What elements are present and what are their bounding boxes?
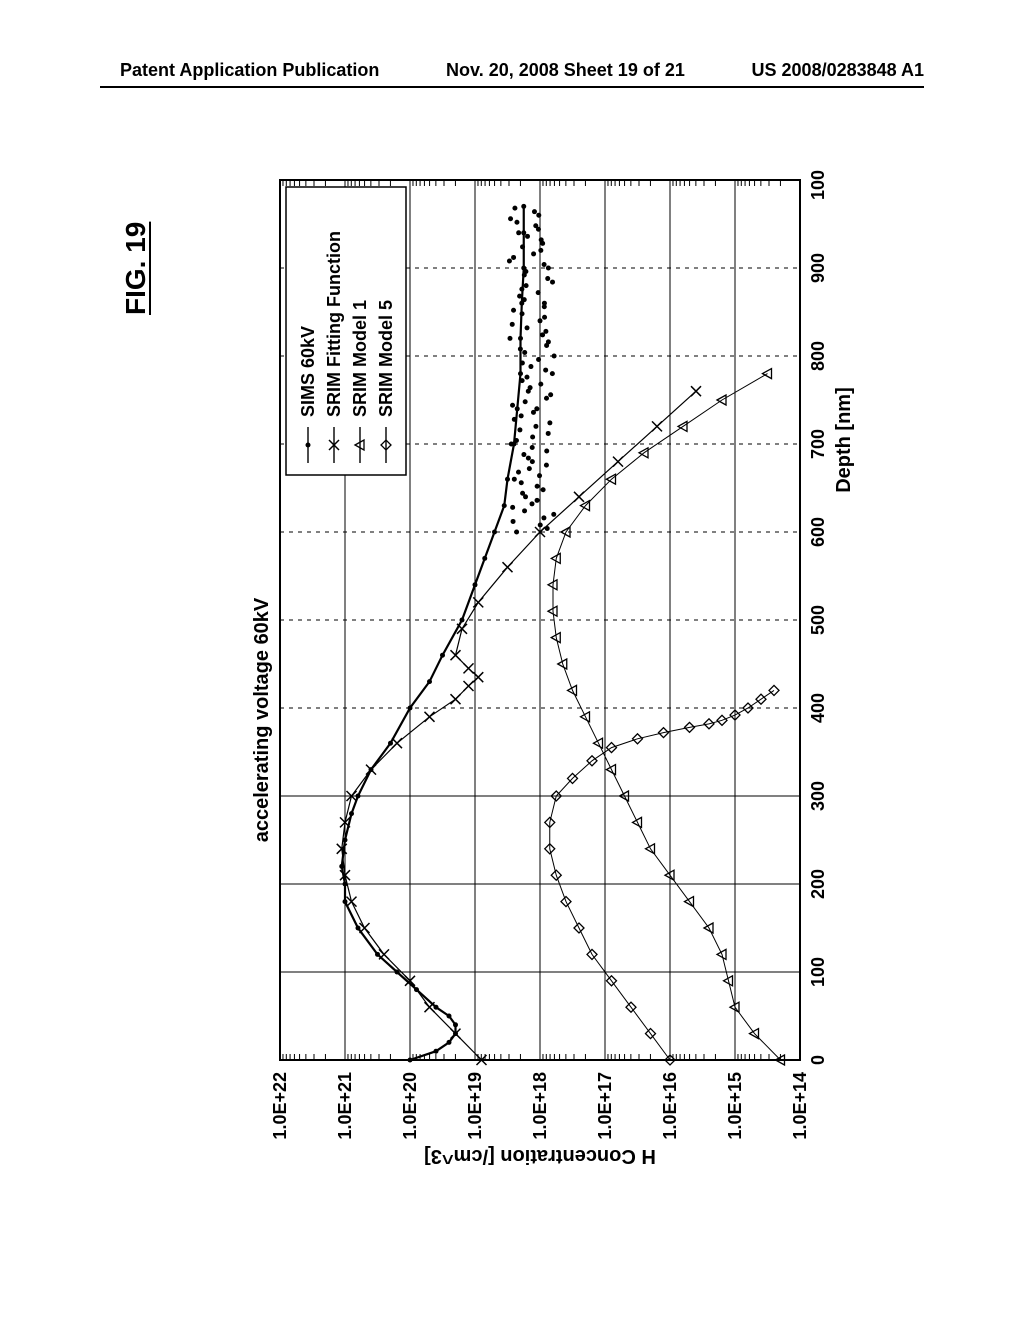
svg-text:400: 400 [808,693,828,723]
svg-text:700: 700 [808,429,828,459]
chart-svg: 0 100 200 300 400 500 600 700 800 900 1000 Depth [n… [200,170,900,1220]
svg-text:1.0E+15: 1.0E+15 [725,1072,745,1140]
svg-text:H Concentration [/cm^3]: H Concentration [/cm^3] [424,1145,656,1167]
header-rule [100,86,924,88]
svg-text:1.0E+21: 1.0E+21 [335,1072,355,1140]
header-center: Nov. 20, 2008 Sheet 19 of 21 [446,60,685,81]
svg-text:SRIM Fitting Function: SRIM Fitting Function [324,231,344,417]
svg-text:100: 100 [808,957,828,987]
svg-text:1000: 1000 [808,170,828,200]
page-header: Patent Application Publication Nov. 20, … [0,60,1024,81]
svg-text:SRIM Model 1: SRIM Model 1 [350,300,370,417]
svg-text:SIMS 60kV: SIMS 60kV [298,326,318,417]
svg-text:800: 800 [808,341,828,371]
svg-text:1.0E+16: 1.0E+16 [660,1072,680,1140]
svg-text:300: 300 [808,781,828,811]
header-right: US 2008/0283848 A1 [752,60,924,81]
svg-text:Depth [nm]: Depth [nm] [833,387,855,493]
chart-container: 0 100 200 300 400 500 600 700 800 900 1000 Depth [n… [200,170,900,1220]
svg-text:accelerating voltage 60kV: accelerating voltage 60kV [251,597,273,842]
figure-label: FIG. 19 [120,222,152,315]
svg-text:1.0E+22: 1.0E+22 [270,1072,290,1140]
svg-text:1.0E+17: 1.0E+17 [595,1072,615,1140]
svg-text:600: 600 [808,517,828,547]
svg-text:1.0E+19: 1.0E+19 [465,1072,485,1140]
svg-text:200: 200 [808,869,828,899]
svg-text:500: 500 [808,605,828,635]
svg-text:900: 900 [808,253,828,283]
header-left: Patent Application Publication [120,60,379,81]
svg-text:SRIM Model 5: SRIM Model 5 [376,300,396,417]
svg-text:1.0E+18: 1.0E+18 [530,1072,550,1140]
svg-text:1.0E+14: 1.0E+14 [790,1072,810,1140]
svg-text:1.0E+20: 1.0E+20 [400,1072,420,1140]
svg-text:0: 0 [808,1055,828,1065]
